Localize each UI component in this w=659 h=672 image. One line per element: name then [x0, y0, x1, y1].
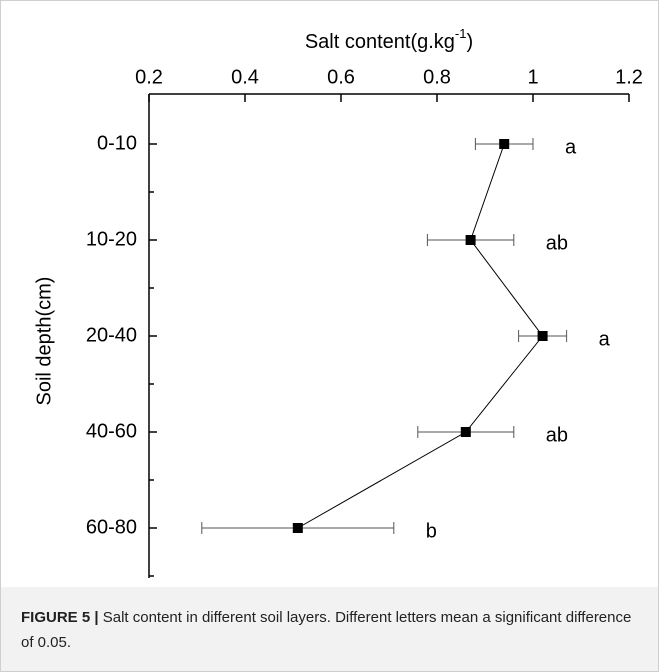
y-tick-label: 20-40	[86, 324, 137, 346]
significance-label: a	[565, 136, 577, 158]
line	[297, 143, 544, 529]
point	[499, 139, 510, 149]
x-label: Salt content(g.kg	[305, 31, 455, 53]
point	[460, 427, 471, 437]
significance-label: a	[599, 328, 611, 350]
significance-label: b	[426, 520, 437, 542]
x-axis-title: Salt content(g.kg-1)	[305, 26, 473, 53]
y-axis-title: Soil depth(cm)	[33, 277, 55, 406]
y-tick-label: 0-10	[97, 132, 137, 154]
chart: Salt content(g.kg-1) Soil depth(cm) 0.2 0…	[33, 26, 643, 578]
caption-label: FIGURE 5 |	[21, 609, 99, 626]
y-tick-label: 40-60	[86, 420, 137, 442]
x-tick-label: 0.8	[423, 66, 451, 88]
point	[292, 523, 303, 533]
y-tick-label: 60-80	[86, 516, 137, 538]
x-label-sup: -1	[455, 26, 467, 41]
x-tick-label: 0.6	[327, 66, 355, 88]
point	[465, 235, 476, 245]
point	[537, 331, 548, 341]
significance-label: ab	[546, 232, 568, 254]
x-tick-label: 0.2	[135, 66, 163, 88]
caption: FIGURE 5 | Salt content in different soi…	[1, 587, 658, 671]
caption-text: Salt content in different soil layers. D…	[21, 609, 632, 651]
significance-label: ab	[546, 424, 568, 446]
x-label-end: )	[466, 31, 473, 53]
x-tick-label: 1	[527, 66, 538, 88]
x-tick-label: 0.4	[231, 66, 259, 88]
y-tick-label: 10-20	[86, 228, 137, 250]
x-tick-label: 1.2	[615, 66, 643, 88]
